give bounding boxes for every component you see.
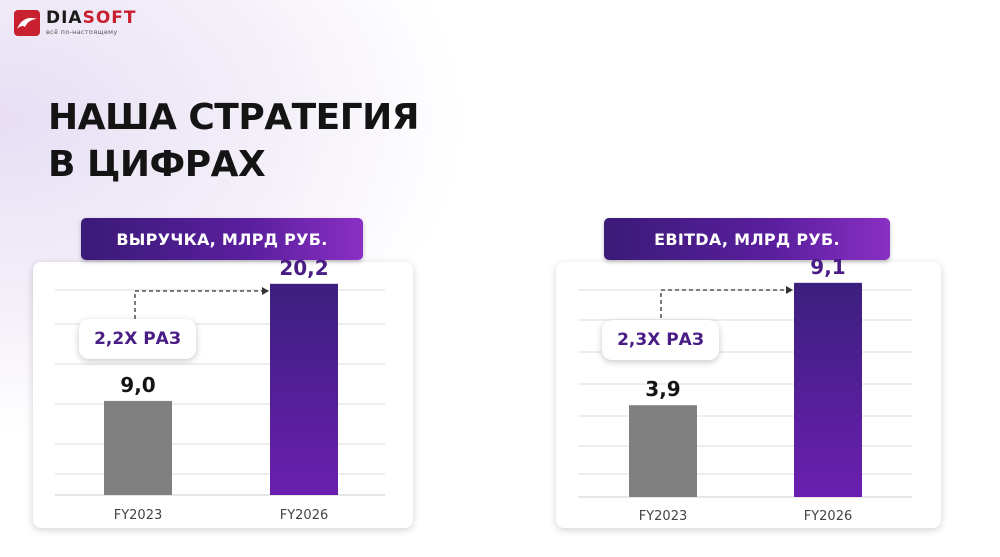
- page-title-line-1: НАША СТРАТЕГИЯ: [48, 97, 420, 138]
- revenue-bar-fy2026: [270, 283, 338, 495]
- revenue-value-label-fy2026: 20,2: [279, 256, 328, 280]
- revenue-chart-title: ВЫРУЧКА, МЛРД РУБ.: [81, 218, 363, 260]
- ebitda-bar-fy2023: [629, 405, 697, 497]
- ebitda-growth-arrow: [660, 289, 786, 318]
- ebitda-growth-badge: 2,3Х РАЗ: [602, 320, 719, 360]
- ebitda-bar-fy2026: [794, 282, 862, 497]
- revenue-bar-fy2023: [104, 400, 172, 495]
- revenue-chart-frame: [33, 262, 413, 528]
- logo: DIASOFT всё по-настоящему: [14, 10, 137, 36]
- ebitda-category-label-fy2026: FY2026: [804, 509, 853, 524]
- revenue-category-label-fy2023: FY2023: [114, 508, 163, 523]
- ebitda-value-label-fy2023: 3,9: [645, 377, 680, 401]
- ebitda-chart-title: EBITDA, МЛРД РУБ.: [604, 218, 890, 260]
- brand-name: DIASOFT: [46, 8, 137, 29]
- ebitda-chart-frame: [556, 262, 941, 528]
- dolphin-logo-icon: [14, 10, 40, 36]
- revenue-value-label-fy2023: 9,0: [120, 373, 155, 397]
- revenue-growth-arrow: [134, 290, 262, 319]
- ebitda-category-label-fy2023: FY2023: [639, 509, 688, 524]
- ebitda-value-label-fy2026: 9,1: [810, 255, 845, 279]
- ebitda-growth-arrowhead-icon: [786, 286, 793, 294]
- page-title-line-2: В ЦИФРАХ: [48, 144, 266, 185]
- revenue-category-label-fy2026: FY2026: [280, 508, 329, 523]
- brand-tagline: всё по-настоящему: [46, 28, 118, 37]
- revenue-growth-badge: 2,2Х РАЗ: [79, 319, 196, 359]
- page-title: НАША СТРАТЕГИЯ В ЦИФРАХ: [48, 94, 548, 188]
- revenue-growth-arrowhead-icon: [262, 287, 269, 295]
